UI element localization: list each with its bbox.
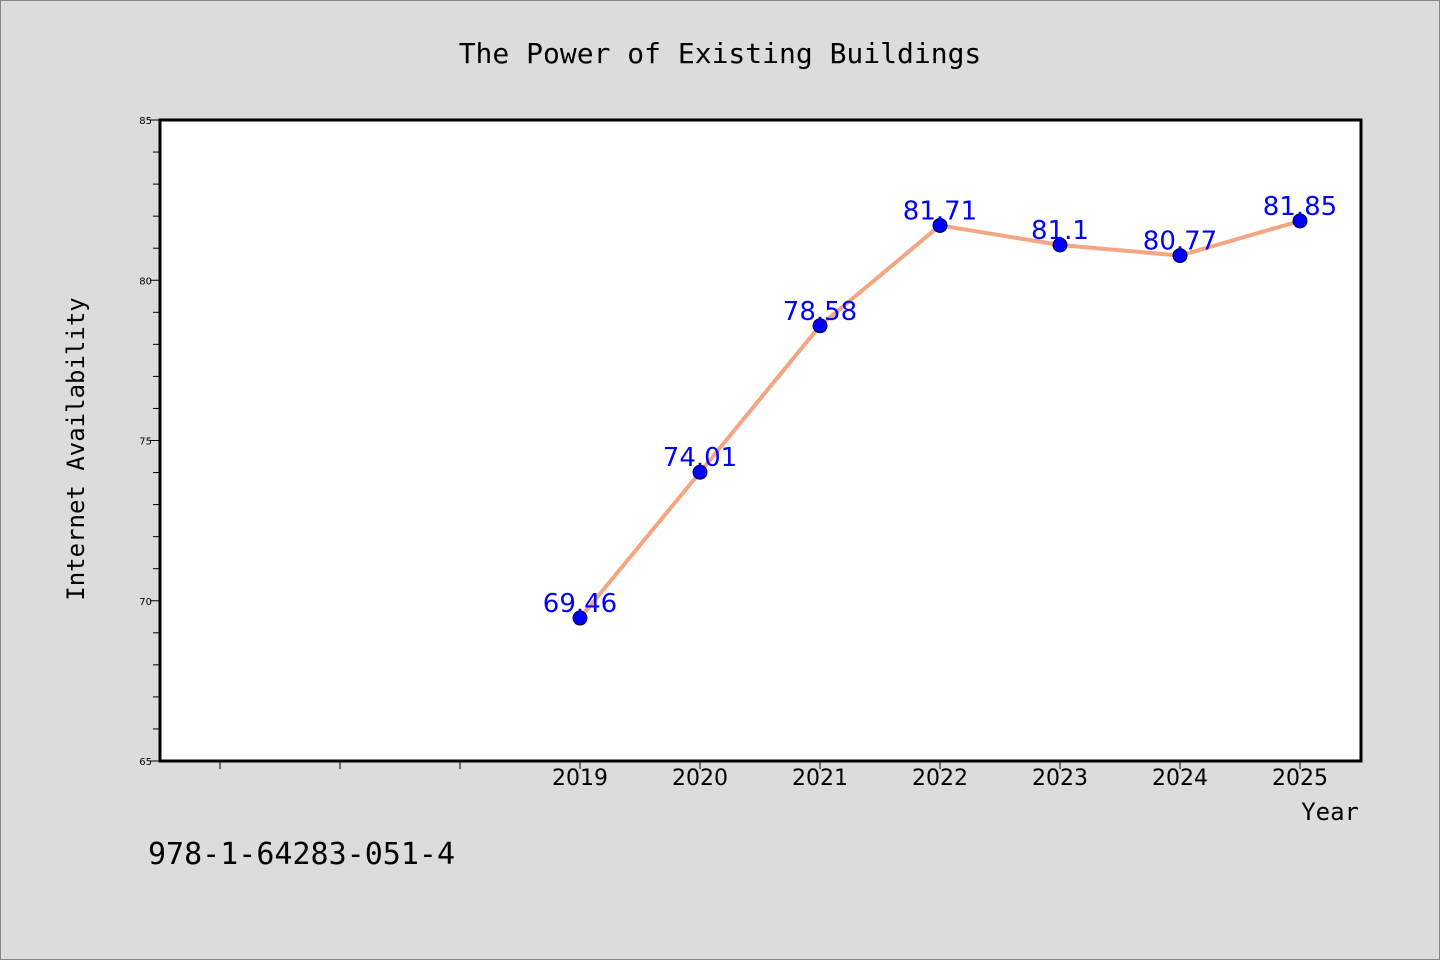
plot-area — [158, 118, 1363, 763]
y-tick-label: 75 — [139, 437, 152, 448]
chart-title: The Power of Existing Buildings — [459, 37, 982, 70]
data-label: 74.01 — [663, 443, 737, 473]
y-tick-label: 65 — [139, 757, 152, 768]
data-point — [812, 318, 828, 334]
x-axis: 2019 2020 2021 2022 2023 2024 2025 — [219, 761, 1328, 791]
data-label: 78.58 — [783, 297, 857, 327]
y-tick-label: 70 — [139, 597, 152, 608]
data-point — [1052, 237, 1068, 253]
data-label: 80.77 — [1143, 227, 1217, 257]
data-point — [932, 217, 948, 233]
data-point — [572, 610, 588, 626]
data-label: 69.46 — [543, 589, 617, 619]
x-tick-label: 2024 — [1152, 766, 1208, 791]
y-axis-label: Internet Availability — [62, 297, 90, 600]
x-tick-label: 2020 — [672, 766, 728, 791]
data-point — [692, 464, 708, 480]
data-point — [1292, 213, 1308, 229]
x-tick-label: 2019 — [552, 766, 608, 791]
series-layer — [572, 213, 1308, 626]
y-tick-label: 85 — [139, 116, 152, 127]
data-label: 81.1 — [1031, 216, 1089, 246]
x-axis-label: Year — [1301, 798, 1359, 826]
isbn-text: 978-1-64283-051-4 — [148, 837, 455, 872]
y-axis: 65 70 75 80 85 — [139, 116, 160, 768]
x-tick-label: 2023 — [1032, 766, 1088, 791]
y-tick-label: 80 — [139, 276, 152, 287]
x-tick-label: 2025 — [1272, 766, 1328, 791]
data-label: 81.85 — [1263, 192, 1337, 222]
data-point — [1172, 248, 1188, 264]
data-label-layer: 69.46 74.01 78.58 81.71 81.1 80.77 81.85 — [543, 192, 1337, 619]
data-label: 81.71 — [903, 196, 977, 226]
x-tick-label: 2022 — [912, 766, 968, 791]
x-tick-label: 2021 — [792, 766, 848, 791]
